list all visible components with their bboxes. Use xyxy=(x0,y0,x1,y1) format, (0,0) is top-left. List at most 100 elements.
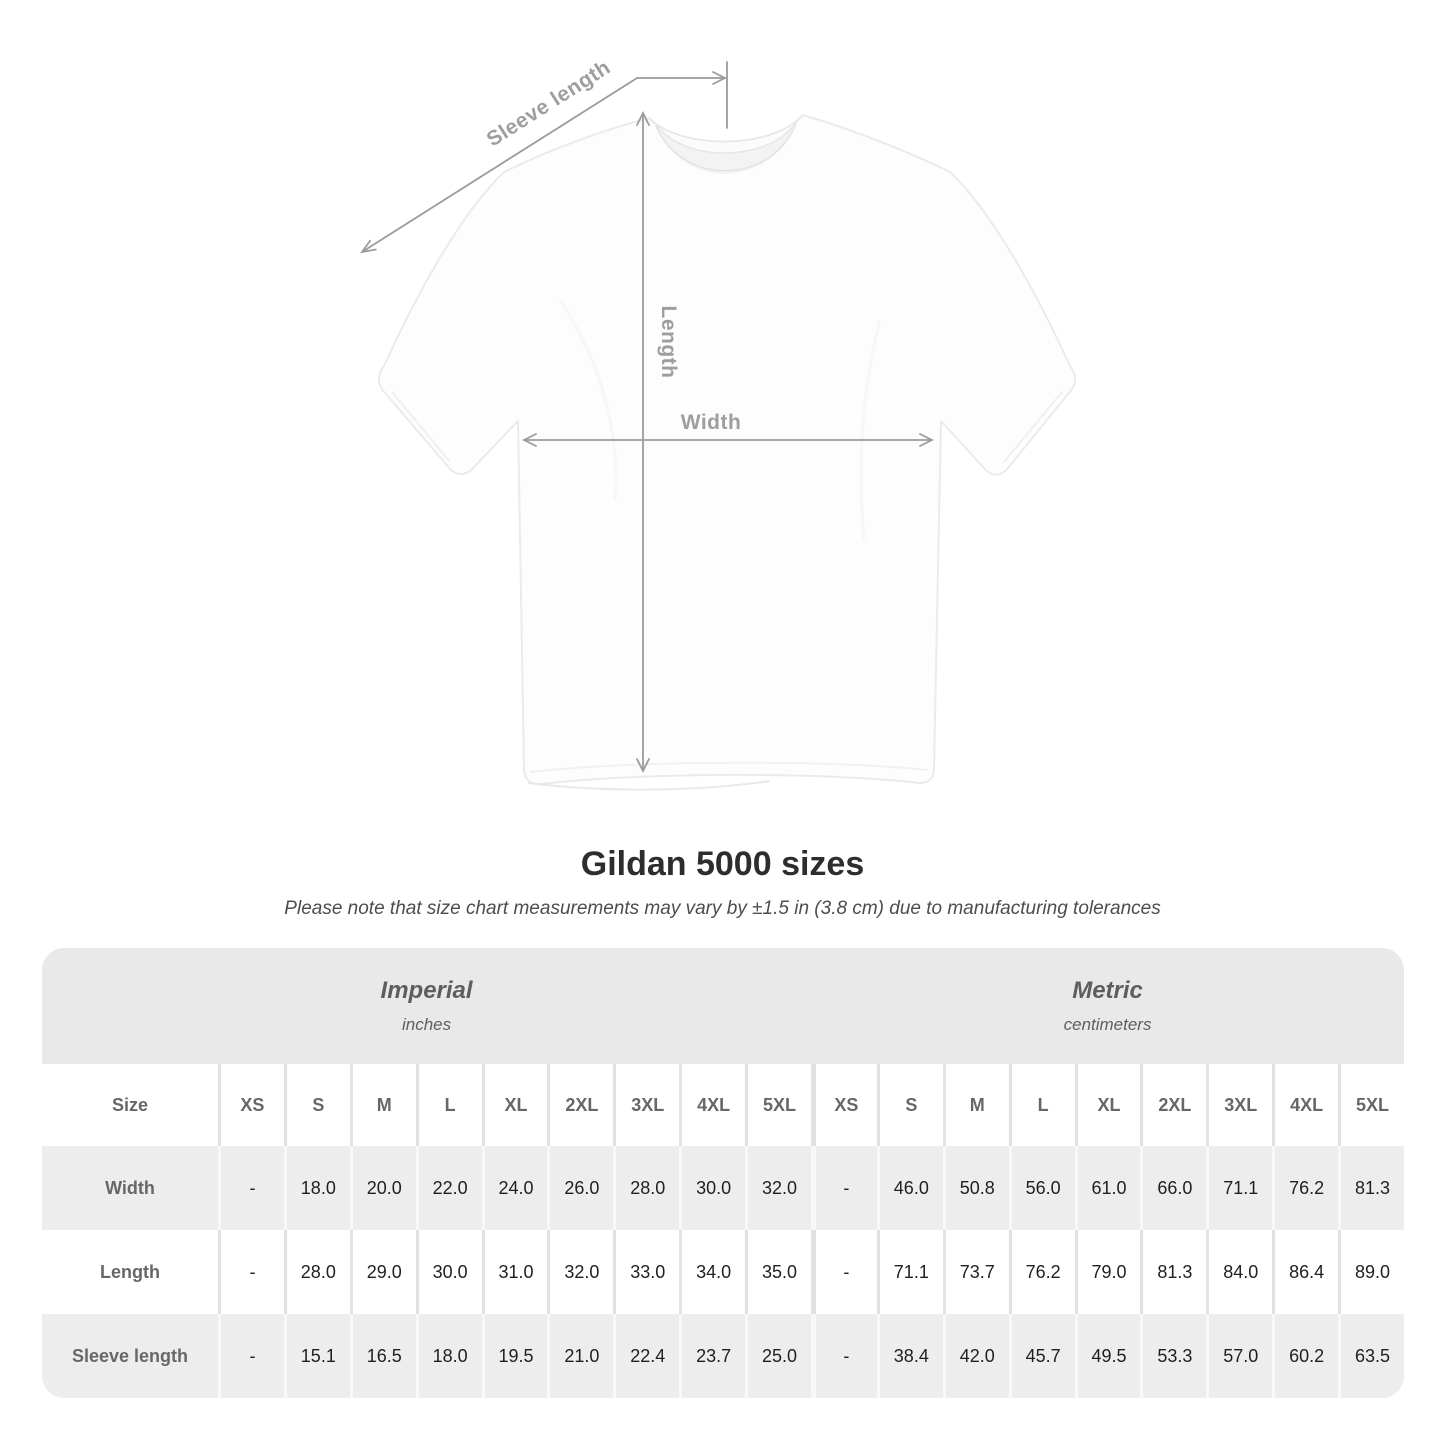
row-label: Length xyxy=(100,1261,160,1282)
metric-title: Metric xyxy=(1072,977,1143,1004)
value-cell: 76.2 xyxy=(1008,1230,1075,1314)
imperial-header: Imperial inches xyxy=(42,948,811,1064)
value-cell: - xyxy=(218,1146,284,1230)
value-cell: 79.0 xyxy=(1074,1230,1141,1314)
value-cell: 22.4 xyxy=(613,1314,679,1398)
arrow-down-icon xyxy=(636,758,650,774)
value-cell: 32.0 xyxy=(745,1146,811,1230)
arrow-right-icon xyxy=(919,433,935,447)
size-col-header: M xyxy=(349,1064,416,1146)
size-col-header: 4XL xyxy=(1272,1064,1338,1146)
size-header-row: Size XS S M L XL 2XL 3XL 4XL 5XL XS S M L XL 2XL 3XL 4XL 5… xyxy=(42,1064,1404,1146)
value-cell: 28.0 xyxy=(283,1230,350,1314)
value-cell: 57.0 xyxy=(1206,1314,1272,1398)
unit-header-band: Imperial inches Metric centimeters xyxy=(42,948,1404,1064)
value-cell: - xyxy=(218,1314,284,1398)
metric-header: Metric centimeters xyxy=(811,948,1404,1064)
arrow-right-icon xyxy=(712,71,728,85)
value-cell: 23.7 xyxy=(679,1314,745,1398)
value-cell: 49.5 xyxy=(1074,1314,1141,1398)
value-cell: 26.0 xyxy=(547,1146,613,1230)
value-cell: 21.0 xyxy=(547,1314,613,1398)
value-cell: 34.0 xyxy=(679,1230,745,1314)
value-cell: 31.0 xyxy=(481,1230,548,1314)
tolerance-note: Please note that size chart measurements… xyxy=(284,898,1161,919)
arrow-up-icon xyxy=(636,110,650,126)
width-label: Width xyxy=(680,411,742,434)
value-cell: 20.0 xyxy=(349,1146,416,1230)
value-cell: 86.4 xyxy=(1272,1230,1338,1314)
length-line xyxy=(636,110,650,774)
width-line xyxy=(521,433,935,447)
row-label: Width xyxy=(105,1177,155,1198)
value-cell: 84.0 xyxy=(1206,1230,1272,1314)
tshirt-diagram-svg xyxy=(359,61,1076,791)
value-cell: - xyxy=(810,1146,877,1230)
arrow-down-left-icon xyxy=(359,239,377,254)
value-cell: 19.5 xyxy=(481,1314,548,1398)
size-col-header: S xyxy=(876,1064,943,1146)
size-col-header: 5XL xyxy=(1338,1064,1404,1146)
size-table-grid: Size XS S M L XL 2XL 3XL 4XL 5XL XS S M L XL 2XL 3XL 4XL 5… xyxy=(42,1064,1404,1398)
value-cell: 50.8 xyxy=(942,1146,1009,1230)
tshirt-measurement-diagram: Sleeve length Length Width xyxy=(359,56,1076,791)
size-col-header: M xyxy=(942,1064,1009,1146)
size-table: Imperial inches Metric centimeters Size X… xyxy=(42,948,1404,1398)
value-cell: 38.4 xyxy=(876,1314,943,1398)
value-cell: - xyxy=(810,1314,877,1398)
value-cell: 33.0 xyxy=(613,1230,679,1314)
value-cell: 30.0 xyxy=(415,1230,482,1314)
value-cell: 71.1 xyxy=(876,1230,943,1314)
imperial-title: Imperial xyxy=(380,977,473,1004)
value-cell: 16.5 xyxy=(349,1314,416,1398)
value-cell: 76.2 xyxy=(1272,1146,1338,1230)
measurement-row: Sleeve length -15.1 16.5 18.0 19.5 21.0 22.4 23… xyxy=(42,1314,1404,1398)
value-cell: 25.0 xyxy=(745,1314,811,1398)
size-col-header: 5XL xyxy=(745,1064,811,1146)
collar-band xyxy=(648,114,804,154)
size-col-header: 2XL xyxy=(547,1064,613,1146)
value-cell: 28.0 xyxy=(613,1146,679,1230)
value-cell: 46.0 xyxy=(876,1146,943,1230)
value-cell: 29.0 xyxy=(349,1230,416,1314)
value-cell: 24.0 xyxy=(481,1146,548,1230)
value-cell: 81.3 xyxy=(1140,1230,1206,1314)
value-cell: 73.7 xyxy=(942,1230,1009,1314)
sleeve-length-line xyxy=(359,61,728,254)
imperial-unit: inches xyxy=(401,1015,452,1034)
value-cell: - xyxy=(218,1230,284,1314)
size-col-header: 4XL xyxy=(679,1064,745,1146)
measurement-row: Width -18.0 20.0 22.0 24.0 26.0 28.0 30.0 32.0-4… xyxy=(42,1146,1404,1230)
value-cell: 42.0 xyxy=(942,1314,1009,1398)
value-cell: 56.0 xyxy=(1008,1146,1075,1230)
value-cell: 18.0 xyxy=(415,1314,482,1398)
size-col-header: XS xyxy=(218,1064,284,1146)
value-cell: 71.1 xyxy=(1206,1146,1272,1230)
row-label: Sleeve length xyxy=(71,1345,189,1366)
value-cell: 66.0 xyxy=(1140,1146,1206,1230)
size-col-header: 3XL xyxy=(1206,1064,1272,1146)
value-cell: 30.0 xyxy=(679,1146,745,1230)
value-cell: 32.0 xyxy=(547,1230,613,1314)
tshirt-image xyxy=(378,114,1076,791)
title-block: Gildan 5000 sizes Please note that size … xyxy=(0,845,1445,920)
page-title: Gildan 5000 sizes xyxy=(580,845,865,883)
metric-unit: centimeters xyxy=(1063,1015,1152,1034)
value-cell: 15.1 xyxy=(283,1314,350,1398)
arrow-left-icon xyxy=(521,433,537,447)
value-cell: 89.0 xyxy=(1338,1230,1404,1314)
size-col-header: 3XL xyxy=(613,1064,679,1146)
value-cell: 63.5 xyxy=(1338,1314,1404,1398)
size-col-header: L xyxy=(415,1064,482,1146)
length-label: Length xyxy=(657,305,680,379)
value-cell: - xyxy=(810,1230,877,1314)
size-col-header: S xyxy=(283,1064,350,1146)
size-col-header: XL xyxy=(481,1064,548,1146)
size-col-header: XL xyxy=(1074,1064,1141,1146)
size-col-header: 2XL xyxy=(1140,1064,1206,1146)
value-cell: 60.2 xyxy=(1272,1314,1338,1398)
size-col-header: L xyxy=(1008,1064,1075,1146)
value-cell: 81.3 xyxy=(1338,1146,1404,1230)
size-col-header: XS xyxy=(810,1064,877,1146)
